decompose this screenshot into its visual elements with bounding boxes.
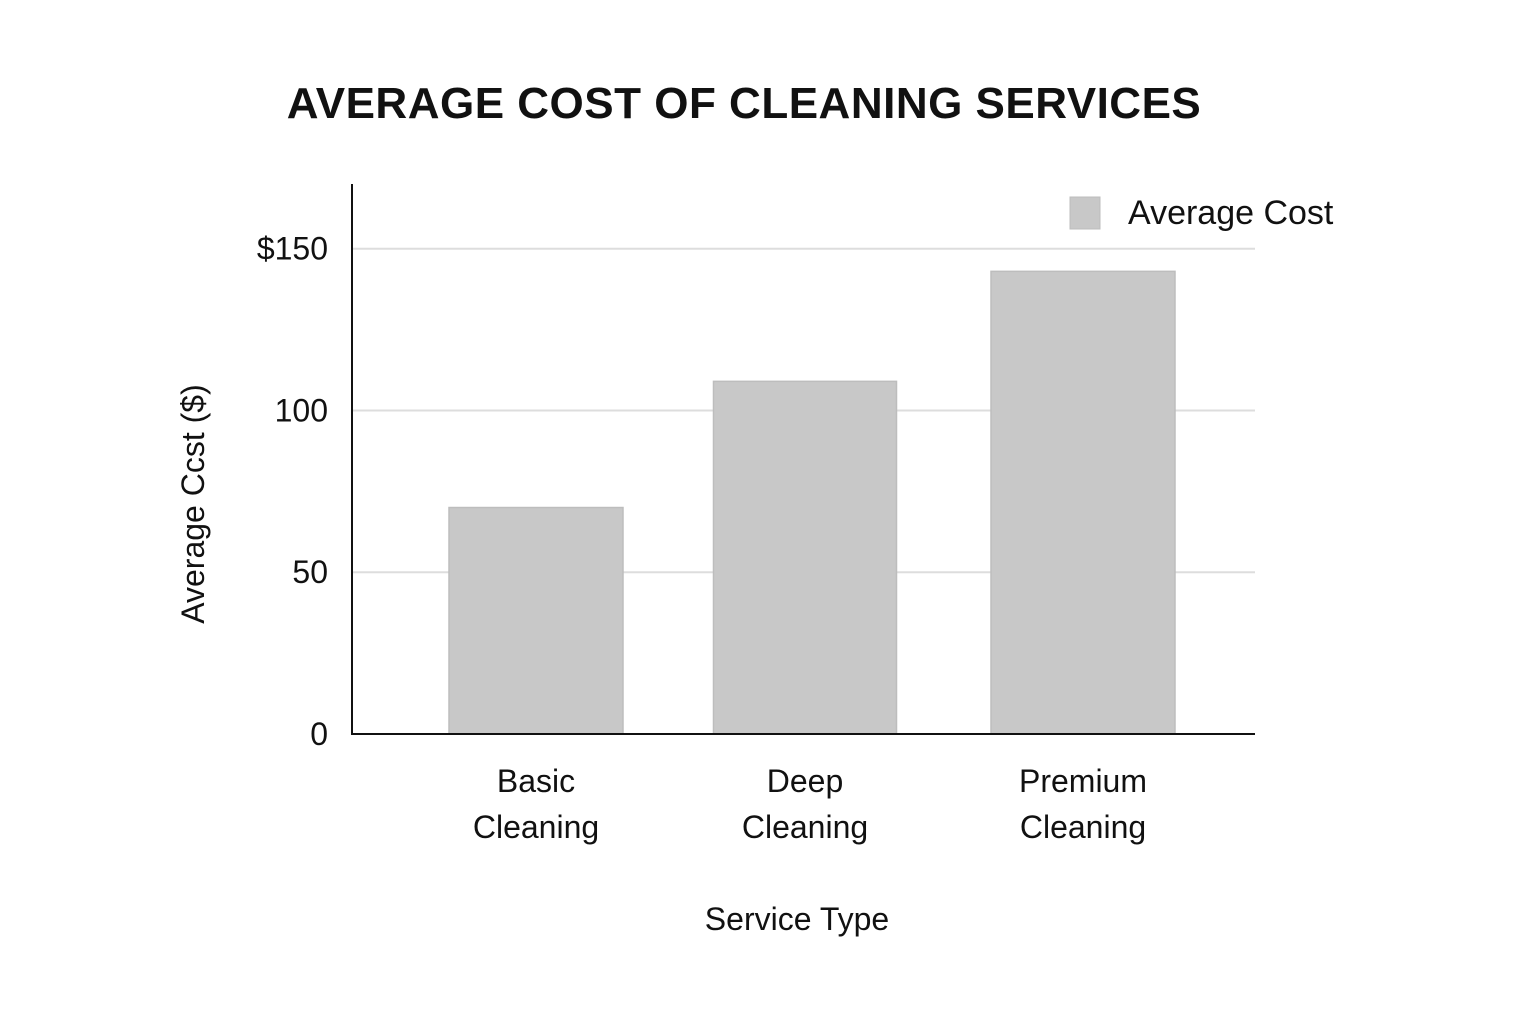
x-tick-label: Deep <box>767 763 844 799</box>
chart-title: AVERAGE COST OF CLEANING SERVICES <box>287 79 1202 128</box>
legend: Average Cost <box>1069 194 1334 232</box>
legend-swatch <box>1069 196 1101 230</box>
legend-label: Average Cost <box>1128 194 1334 232</box>
y-tick-label: $150 <box>257 231 328 267</box>
x-tick-label: Premium <box>1019 763 1147 799</box>
y-tick-labels: 0 50 100 $150 <box>257 231 328 752</box>
x-axis-label: Service Type <box>705 901 889 937</box>
y-tick-label: 50 <box>292 554 328 590</box>
bar <box>990 270 1176 735</box>
bars <box>448 270 1176 735</box>
x-tick-label: Cleaning <box>1020 809 1146 845</box>
bar <box>712 380 898 735</box>
x-category-labels: Basic Cleaning Deep Cleaning Premium Cleaning <box>473 763 1147 845</box>
y-tick-label: 0 <box>310 716 328 752</box>
x-tick-label: Cleaning <box>473 809 599 845</box>
x-tick-label: Cleaning <box>742 809 868 845</box>
x-tick-label: Basic <box>497 763 575 799</box>
bar <box>448 506 624 735</box>
y-tick-label: 100 <box>275 392 328 428</box>
y-axis-label: Average Ccst ($) <box>175 384 211 624</box>
